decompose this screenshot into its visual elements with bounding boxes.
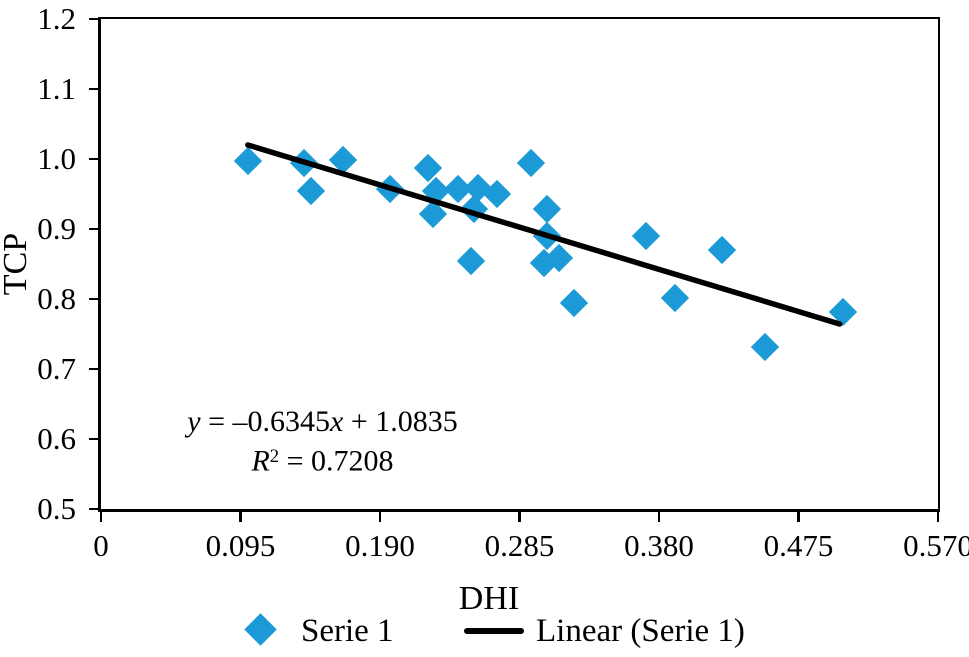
y-tick-label: 0.8	[37, 281, 76, 316]
trendline-equation: y = –0.6345x + 1.0835 R2 = 0.7208	[150, 404, 495, 478]
x-tick-label: 0	[93, 528, 109, 563]
r-symbol: R	[251, 444, 270, 478]
y-tick-label: 1.0	[37, 141, 76, 176]
x-tick-label: 0.190	[345, 528, 415, 563]
x-tick-mark	[378, 510, 382, 522]
r-squared-value: = 0.7208	[279, 444, 394, 478]
y-tick-mark	[89, 87, 101, 91]
x-tick-label: 0.570	[903, 528, 969, 563]
x-tick-label: 0.380	[624, 528, 694, 563]
y-tick-label: 0.5	[37, 491, 76, 526]
y-tick-label: 0.6	[37, 421, 76, 456]
equation-slope-text: = –0.6345	[200, 405, 330, 438]
x-axis-title: DHI	[458, 580, 520, 617]
x-tick-label: 0.475	[763, 528, 834, 563]
linear-line-icon	[464, 628, 524, 634]
equation-x-symbol: x	[330, 405, 344, 438]
x-tick-mark	[518, 510, 521, 522]
x-tick-mark	[99, 510, 103, 522]
r-squared-line: R2 = 0.7208	[150, 439, 495, 478]
y-tick-label: 1.1	[37, 71, 76, 106]
y-axis-title: TCP	[0, 232, 34, 296]
y-tick-mark	[89, 157, 101, 161]
y-tick-label: 0.9	[37, 211, 76, 246]
serie1-marker-icon	[244, 613, 277, 646]
r-exponent: 2	[269, 446, 280, 467]
x-tick-mark	[657, 510, 661, 522]
equation-intercept-text: + 1.0835	[343, 405, 458, 438]
y-tick-mark	[89, 227, 101, 231]
y-tick-label: 1.2	[37, 1, 76, 36]
x-tick-label: 0.095	[205, 528, 276, 563]
y-tick-mark	[89, 437, 101, 441]
equation-line: y = –0.6345x + 1.0835	[150, 404, 495, 439]
x-tick-label: 0.285	[484, 528, 555, 563]
y-tick-label: 0.7	[37, 351, 76, 386]
legend-serie1-label: Serie 1	[301, 613, 394, 649]
y-tick-mark	[89, 17, 101, 21]
equation-y-symbol: y	[187, 405, 201, 438]
y-tick-mark	[89, 507, 101, 511]
y-tick-mark	[89, 297, 101, 301]
x-tick-mark	[239, 510, 242, 522]
y-tick-mark	[89, 367, 101, 371]
x-tick-mark	[797, 510, 800, 522]
x-tick-mark	[936, 510, 940, 522]
legend-linear-label: Linear (Serie 1)	[536, 613, 745, 649]
